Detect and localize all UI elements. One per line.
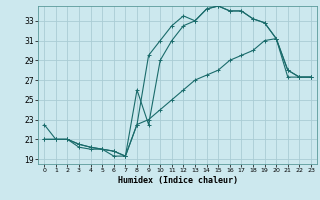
X-axis label: Humidex (Indice chaleur): Humidex (Indice chaleur) <box>118 176 238 185</box>
